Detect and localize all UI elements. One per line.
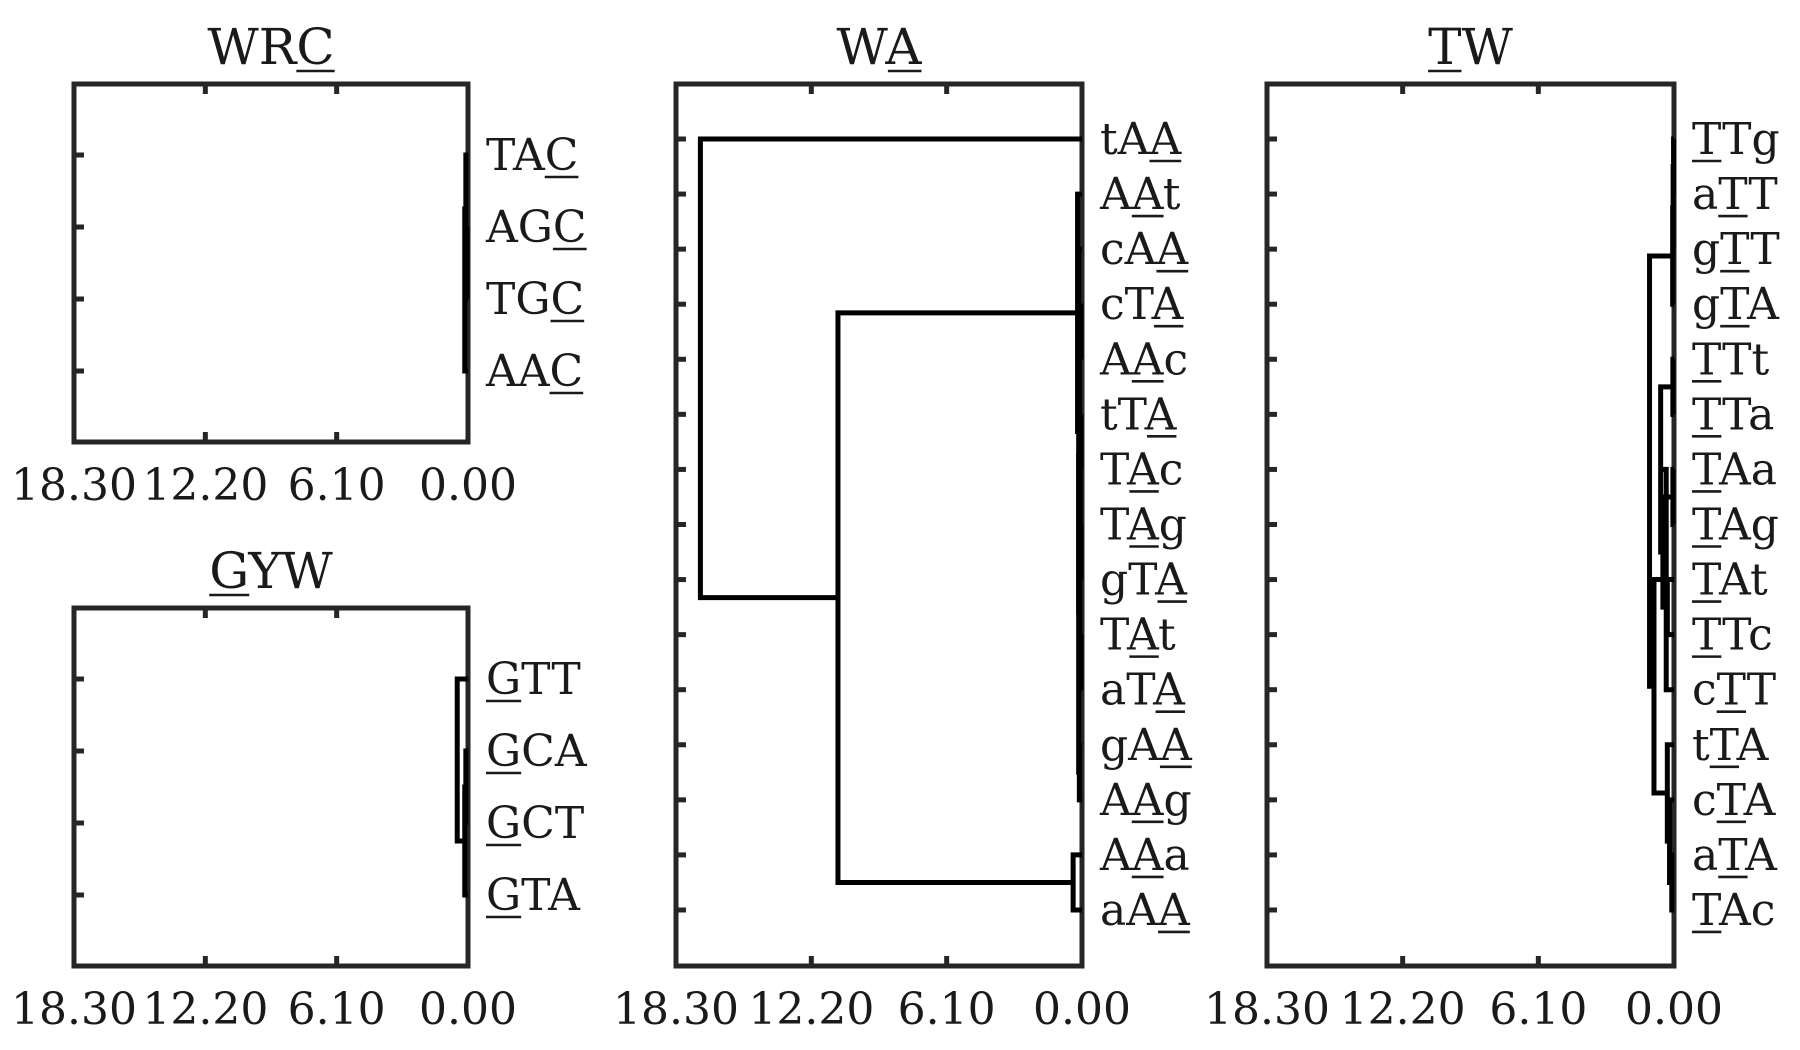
leaf-label: tAA bbox=[1100, 114, 1182, 165]
leaf-label: aTA bbox=[1100, 665, 1186, 716]
leaf-label: tTA bbox=[1100, 389, 1178, 440]
leaf-label: aAA bbox=[1100, 885, 1191, 936]
leaf-label: cTA bbox=[1692, 775, 1777, 826]
leaf-label: TAa bbox=[1692, 444, 1777, 495]
dendrogram-link bbox=[835, 310, 1078, 885]
leaf-label: cTA bbox=[1100, 279, 1185, 330]
x-tick-label: 12.20 bbox=[142, 984, 268, 1035]
leaf-label: aTA bbox=[1692, 830, 1778, 881]
leaf-label: TAg bbox=[1100, 499, 1187, 550]
x-tick-label: 6.10 bbox=[288, 460, 386, 511]
dendrogram-panel-wrc: WRC 18.30 12.20 6.10 0.00 TAC AGC TGC AAC bbox=[11, 18, 587, 511]
x-tick-label: 6.10 bbox=[288, 984, 386, 1035]
leaf-label: AAC bbox=[485, 346, 583, 397]
x-tick-label: 18.30 bbox=[11, 460, 137, 511]
leaf-label: TAg bbox=[1692, 499, 1779, 550]
dendrogram-link bbox=[1670, 466, 1676, 527]
x-tick-label: 18.30 bbox=[1204, 984, 1330, 1035]
leaf-label: cTT bbox=[1692, 665, 1776, 716]
dendrogram-link bbox=[697, 136, 1082, 601]
x-tick-label: 6.10 bbox=[898, 984, 996, 1035]
dendrogram-panel-gyw: GYW 18.30 12.20 6.10 0.00 GTT GCA GCT GTA bbox=[11, 542, 588, 1035]
x-tick-label: 0.00 bbox=[419, 460, 517, 511]
leaf-label: gTA bbox=[1692, 279, 1780, 330]
leaf-label: AAt bbox=[1099, 169, 1181, 220]
panel-title: WA bbox=[836, 18, 922, 76]
leaf-label: gAA bbox=[1100, 720, 1193, 771]
panel-title: TW bbox=[1428, 18, 1513, 76]
x-tick-label: 6.10 bbox=[1489, 984, 1587, 1035]
axes-frame bbox=[71, 605, 471, 969]
dendrogram-link bbox=[1670, 205, 1676, 307]
axes-frame bbox=[673, 81, 1085, 969]
panel-title: GYW bbox=[209, 542, 333, 600]
dendrogram-link bbox=[462, 206, 468, 374]
leaf-label: AAc bbox=[1099, 334, 1188, 385]
leaf-label: TTa bbox=[1692, 389, 1774, 440]
axes-frame bbox=[1264, 81, 1677, 969]
x-tick-label: 0.00 bbox=[1625, 984, 1723, 1035]
leaf-label: TTt bbox=[1692, 334, 1770, 385]
x-tick-label: 12.20 bbox=[142, 460, 268, 511]
leaf-label: TAc bbox=[1692, 885, 1775, 936]
axes-frame bbox=[71, 81, 471, 445]
panel-title: WRC bbox=[207, 18, 334, 76]
x-tick-label: 18.30 bbox=[613, 984, 739, 1035]
dendrogram-link bbox=[454, 676, 468, 844]
leaf-label: TAc bbox=[1100, 444, 1183, 495]
leaf-label: TTc bbox=[1692, 610, 1773, 661]
leaf-label: AAg bbox=[1099, 775, 1192, 826]
x-tick-label: 12.20 bbox=[748, 984, 874, 1035]
dendrogram-link bbox=[1647, 253, 1673, 689]
leaf-label: GTA bbox=[486, 870, 581, 921]
leaf-label: TTg bbox=[1692, 114, 1780, 165]
dendrogram-link bbox=[1669, 852, 1675, 913]
leaf-label: TGC bbox=[486, 274, 584, 325]
leaf-label: GCT bbox=[486, 798, 584, 849]
leaf-label: gTA bbox=[1100, 555, 1188, 606]
leaf-label: tTA bbox=[1692, 720, 1770, 771]
leaf-label: cAA bbox=[1100, 224, 1189, 275]
dendrogram-link bbox=[1664, 742, 1674, 844]
leaf-label: GCA bbox=[486, 726, 588, 777]
x-tick-label: 18.30 bbox=[11, 984, 137, 1035]
x-tick-label: 0.00 bbox=[419, 984, 517, 1035]
leaf-label: gTT bbox=[1692, 224, 1780, 275]
leaf-label: GTT bbox=[486, 654, 581, 705]
leaf-label: TAC bbox=[486, 130, 578, 181]
leaf-label: TAt bbox=[1692, 555, 1768, 606]
dendrogram-link bbox=[1670, 356, 1676, 417]
leaf-label: AAa bbox=[1099, 830, 1190, 881]
dendrogram-link bbox=[1070, 852, 1082, 913]
leaf-label: AGC bbox=[485, 202, 587, 253]
leaf-label: aTT bbox=[1692, 169, 1778, 220]
x-tick-label: 0.00 bbox=[1033, 984, 1131, 1035]
leaf-label: TAt bbox=[1100, 610, 1176, 661]
dendrogram-link bbox=[1660, 466, 1674, 693]
x-tick-label: 12.20 bbox=[1340, 984, 1466, 1035]
